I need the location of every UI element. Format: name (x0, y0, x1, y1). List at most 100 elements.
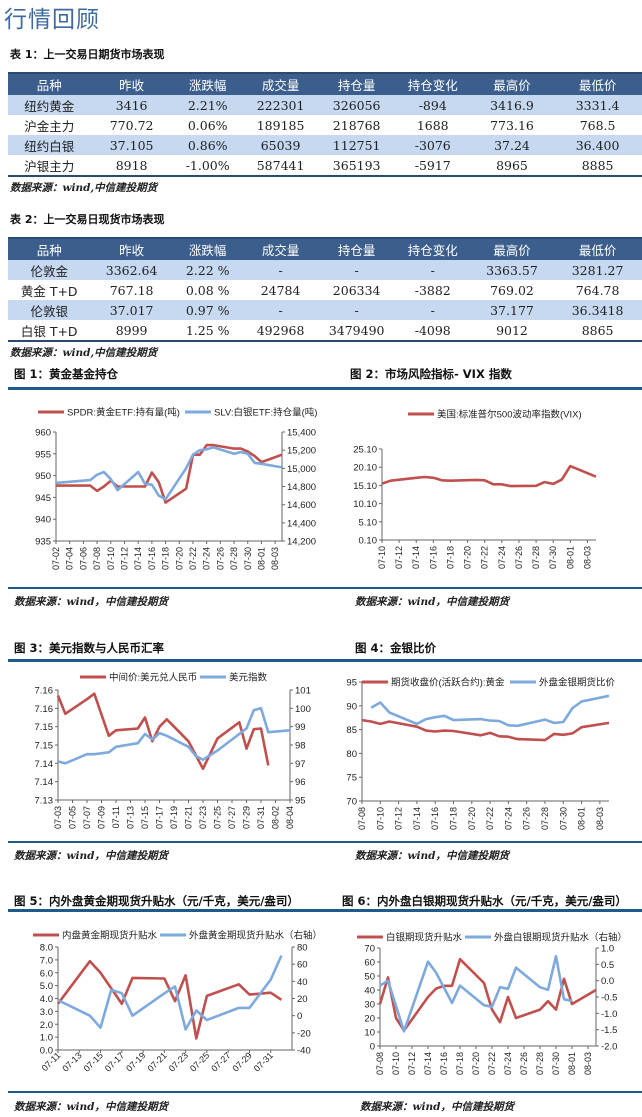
series-line (56, 692, 270, 771)
x-tick-label: 07-20 (471, 1052, 481, 1075)
table-cell: 365193 (332, 157, 381, 173)
x-tick-label: 07-24 (503, 1052, 513, 1075)
y-tick-label: 1.0 (40, 1033, 53, 1044)
y-tick-label: 7.14 (35, 777, 54, 788)
table-cell: 3479490 (328, 322, 385, 338)
y-tick-label: 8.0 (40, 943, 53, 954)
y-tick-label: 5.0 (40, 981, 53, 992)
spot-market-table: 品种 昨收 涨跌幅 成交量 持仓量 持仓变化 最高价 最低价 伦敦金 3362.64 2.22 % -… (8, 237, 642, 342)
gold-basis-chart: 0.0 1.0 2.0 3.0 4.0 5.0 6.0 7.08.0 -40 -20 0 20 40 60… (33, 930, 320, 1074)
figure6-source: 数据来源：wind，中信建投期货 (360, 1101, 515, 1113)
x-tick-label: 07-16 (430, 807, 440, 830)
legend-label: SLV:白银ETF:持仓量(吨) (214, 407, 317, 419)
figure3-title: 图 3：美元指数与人民币汇率 (14, 641, 165, 655)
x-tick-label: 07-24 (497, 546, 507, 569)
table-cell: -1.00% (185, 157, 230, 173)
y2-tick-label: -40 (297, 1046, 311, 1057)
y-tick-label: 960 (35, 428, 51, 439)
table-cell: 218768 (332, 117, 381, 133)
x-tick-label: 08-01 (577, 807, 587, 830)
x-tick-label: 07-12 (394, 546, 404, 569)
x-tick-label: 07-22 (485, 807, 495, 830)
table-cell: 37.105 (90, 135, 173, 155)
x-tick-label: 07-05 (68, 806, 78, 829)
usd-cny-chart: 7.13 7.14 7.14 7.15 7.15 7.16 7.16 95 96 97 98 99 10… (35, 672, 311, 830)
x-tick-label: 08-01 (565, 546, 575, 569)
legend-label: 白银期现货升贴水 (386, 932, 463, 944)
legend-label: 外盘白银期现货升贴水（右轴） (494, 932, 627, 944)
x-tick-label: 07-11 (111, 806, 121, 828)
table-cell: 65039 (242, 135, 319, 155)
y-tick-label: 7.15 (35, 722, 54, 733)
x-tick-label: 07-26 (519, 1052, 529, 1075)
x-tick-label: 07-29 (242, 806, 252, 829)
x-tick-label: 07-26 (215, 547, 225, 570)
divider (8, 1091, 642, 1093)
y-tick-label: 945 (35, 493, 51, 504)
table-cell: 189185 (256, 117, 305, 133)
legend-label: 内盘黄金期现货升贴水 (62, 930, 158, 942)
x-tick-label: 07-04 (65, 547, 75, 570)
x-tick-label: 07-20 (467, 807, 477, 830)
divider (8, 659, 642, 662)
table-cell: - (318, 300, 395, 320)
table-cell: 764.78 (575, 282, 620, 298)
table-cell: 326056 (318, 95, 395, 115)
y2-tick-label: 20 (297, 994, 308, 1005)
x-tick-label: 07-16 (428, 546, 438, 569)
table-cell: 770.72 (109, 117, 154, 133)
table2-source: 数据来源：wind,中信建投期货 (10, 347, 158, 359)
y2-tick-label: 14,600 (287, 500, 316, 511)
table-cell: 37.017 (90, 300, 173, 320)
x-tick-label: 07-31 (252, 1050, 275, 1073)
x-tick-label: 07-29 (231, 1050, 254, 1073)
y-tick-label: 10 (364, 1028, 375, 1039)
table-cell: 768.5 (579, 117, 616, 133)
y2-tick-label: 14,200 (287, 537, 316, 548)
figure3-source: 数据来源：wind，中信建投期货 (14, 850, 169, 862)
y-tick-label: 95 (346, 678, 357, 689)
y2-tick-label: 101 (295, 686, 311, 697)
y-tick-label: 15.10 (353, 481, 377, 492)
y-tick-label: 20.10 (353, 463, 377, 474)
table-cell: 37.177 (470, 300, 554, 320)
table-cell: 24784 (260, 282, 301, 298)
column-header: 品种 (8, 73, 91, 95)
x-tick-label: 07-23 (198, 806, 208, 829)
figure5-source: 数据来源：wind，中信建投期货 (14, 1101, 169, 1113)
table-cell: -3882 (414, 282, 451, 298)
table-cell: 3416.9 (470, 95, 554, 115)
figure1-title: 图 1：黄金基金持仓 (14, 367, 119, 381)
y2-tick-label: 99 (295, 722, 306, 733)
y2-tick-label: 0.0 (601, 976, 614, 987)
table-cell: 9012 (496, 322, 528, 338)
table-cell: 587441 (256, 157, 305, 173)
x-tick-label: 07-07 (82, 806, 92, 829)
y-tick-label: 950 (35, 471, 51, 482)
table1-source: 数据来源：wind,中信建投期货 (10, 182, 158, 194)
table-cell: 0.86% (172, 135, 243, 155)
x-tick-label: 07-10 (375, 807, 385, 830)
table-row: 白银 T+D 8999 1.25 % 492968 3479490 -4098 9012 88… (8, 320, 642, 341)
x-tick-label: 07-23 (167, 1050, 190, 1073)
x-tick-label: 07-12 (119, 547, 129, 570)
table-row: 沪银主力 8918 -1.00% 587441 365193 -5917 8965 8885 (8, 155, 642, 176)
y2-tick-label: 0.5 (601, 960, 614, 971)
table-cell: -894 (394, 95, 471, 115)
x-tick-label: 07-28 (540, 807, 550, 830)
y2-tick-label: 15,400 (287, 428, 316, 439)
table-row: 伦敦金 3362.64 2.22 % - - -3363.57 3281.27 (8, 260, 642, 280)
divider (8, 909, 642, 912)
x-tick-label: 08-02 (271, 806, 281, 829)
y2-tick-label: 1.0 (601, 944, 614, 955)
figure2-title: 图 2：市场风险指标- VIX 指数 (350, 367, 512, 381)
table-cell: 3331.4 (553, 95, 642, 115)
figure2-source: 数据来源：wind，中信建投期货 (355, 596, 510, 608)
x-tick-label: 07-12 (407, 1052, 417, 1075)
y-tick-label: 75 (346, 773, 357, 784)
table-cell: 1688 (416, 117, 449, 133)
x-tick-label: 08-03 (270, 547, 280, 570)
table-cell: 36.3418 (553, 300, 642, 320)
divider (8, 387, 642, 390)
table-cell: 3363.57 (470, 260, 554, 280)
